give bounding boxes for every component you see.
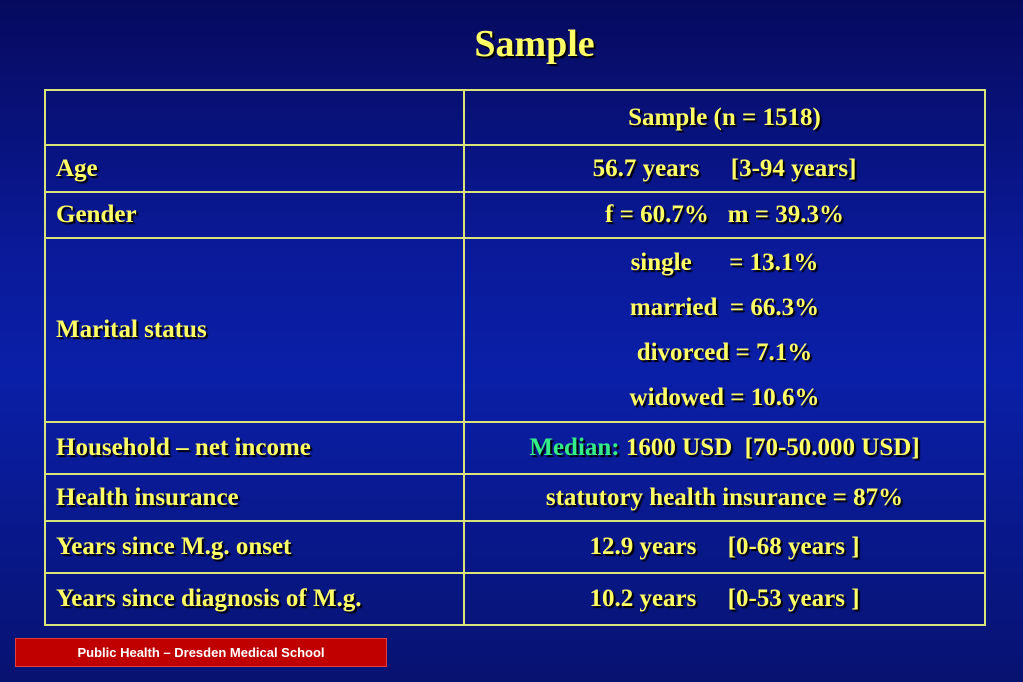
table-header-row: Sample (n = 1518) bbox=[44, 89, 986, 146]
income-median-prefix: Median: bbox=[529, 434, 620, 461]
marital-label: Marital status bbox=[44, 237, 465, 423]
table-row-diagnosis: Years since diagnosis of M.g. 10.2 years… bbox=[44, 572, 986, 626]
slide-title: Sample bbox=[474, 23, 595, 65]
income-value: 1600 USD [70-50.000 USD] bbox=[619, 434, 920, 461]
header-empty-cell bbox=[44, 89, 465, 146]
age-value: 56.7 years [3-94 years] bbox=[463, 144, 986, 193]
marital-values: single = 13.1% married = 66.3% divorced … bbox=[463, 237, 986, 423]
gender-label: Gender bbox=[44, 191, 465, 239]
insurance-value: statutory health insurance = 87% bbox=[463, 473, 986, 522]
header-sample-cell: Sample (n = 1518) bbox=[463, 89, 986, 146]
income-value-cell: Median: 1600 USD [70-50.000 USD] bbox=[463, 421, 986, 475]
marital-single: single = 13.1% bbox=[630, 249, 819, 276]
income-label: Household – net income bbox=[44, 421, 465, 475]
marital-divorced: divorced = 7.1% bbox=[636, 339, 813, 366]
marital-widowed: widowed = 10.6% bbox=[629, 384, 820, 411]
diagnosis-label: Years since diagnosis of M.g. bbox=[44, 572, 465, 626]
table-row-onset: Years since M.g. onset 12.9 years [0-68 … bbox=[44, 520, 986, 574]
insurance-label: Health insurance bbox=[44, 473, 465, 522]
sample-table: Sample (n = 1518) Age 56.7 years [3-94 y… bbox=[44, 89, 986, 626]
table-row-marital: Marital status single = 13.1% married = … bbox=[44, 237, 986, 423]
table-row-age: Age 56.7 years [3-94 years] bbox=[44, 144, 986, 193]
age-label: Age bbox=[44, 144, 465, 193]
footer-banner: Public Health – Dresden Medical School bbox=[15, 638, 387, 667]
gender-value: f = 60.7% m = 39.3% bbox=[463, 191, 986, 239]
onset-label: Years since M.g. onset bbox=[44, 520, 465, 574]
marital-married: married = 66.3% bbox=[629, 294, 820, 321]
diagnosis-value: 10.2 years [0-53 years ] bbox=[463, 572, 986, 626]
table-row-gender: Gender f = 60.7% m = 39.3% bbox=[44, 191, 986, 239]
table-row-insurance: Health insurance statutory health insura… bbox=[44, 473, 986, 522]
onset-value: 12.9 years [0-68 years ] bbox=[463, 520, 986, 574]
table-row-income: Household – net income Median: 1600 USD … bbox=[44, 421, 986, 475]
